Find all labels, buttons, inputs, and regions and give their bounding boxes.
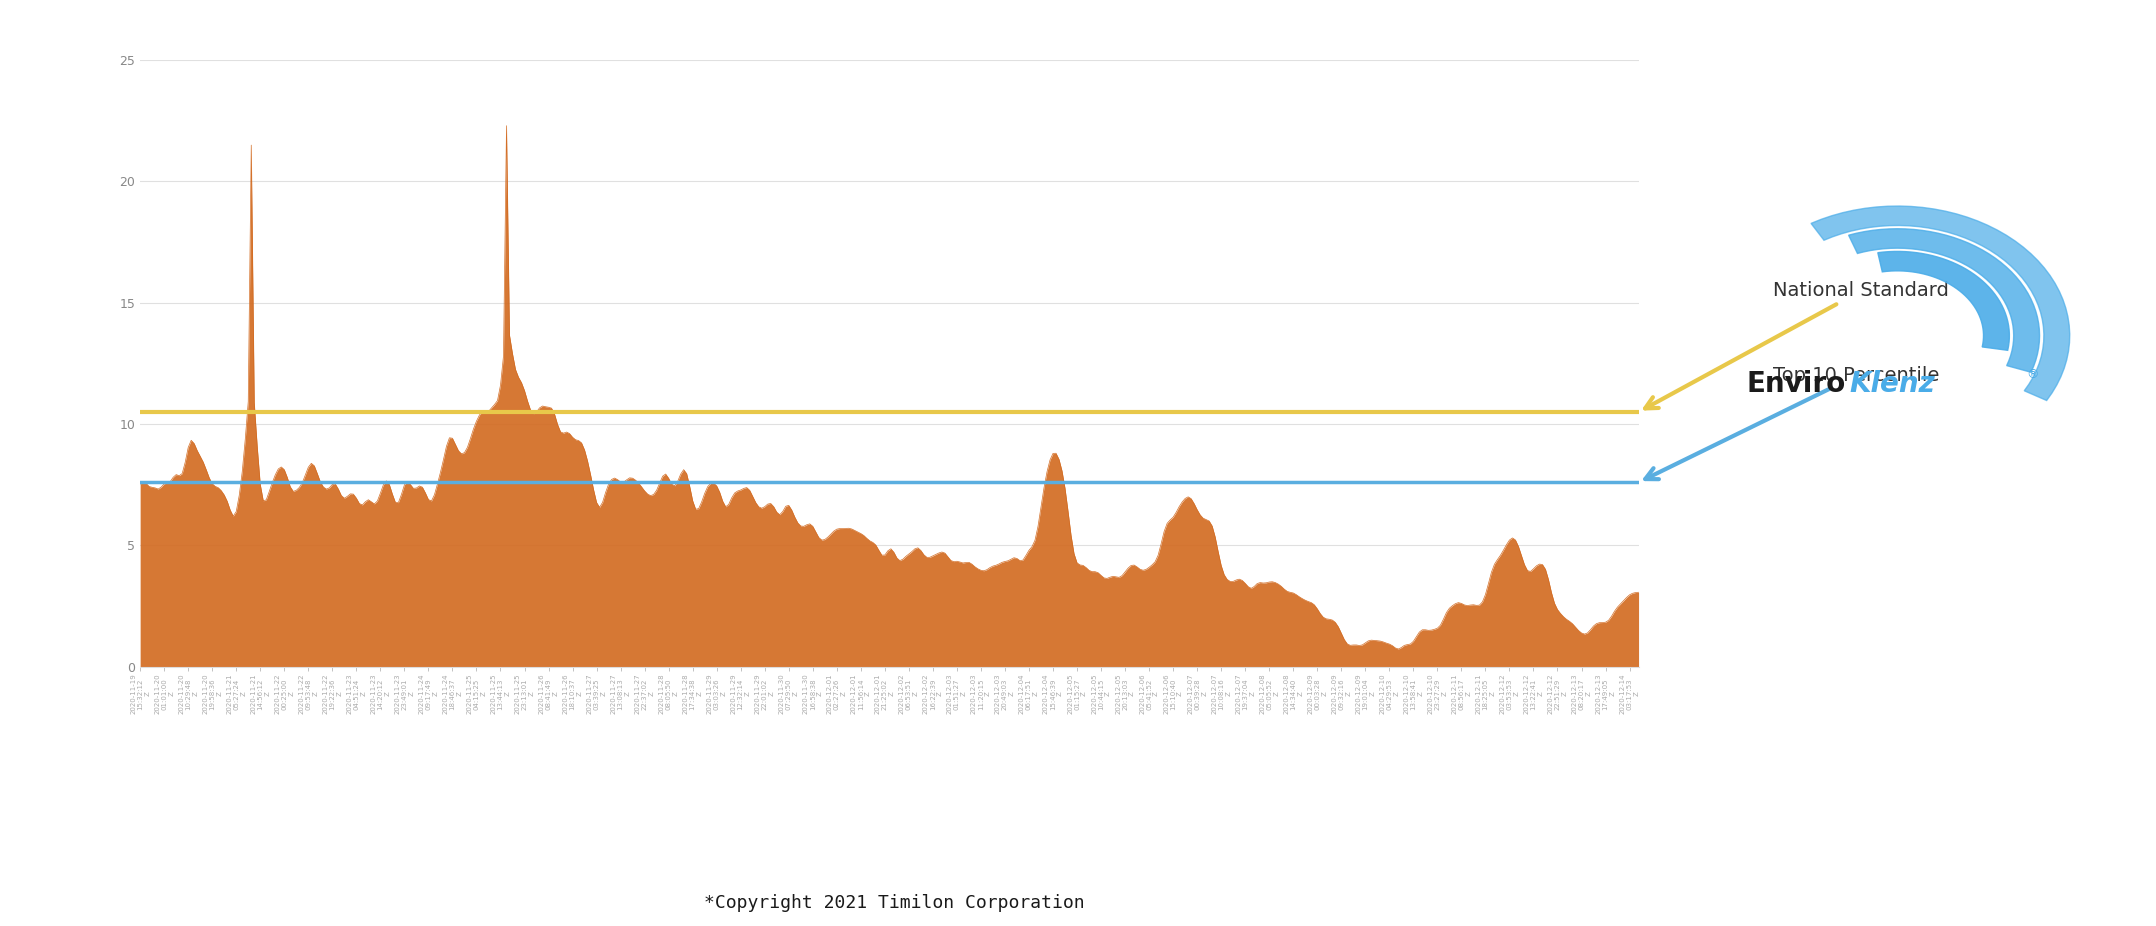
Text: National Standard: National Standard xyxy=(1645,282,1949,408)
Polygon shape xyxy=(1878,252,2009,350)
Text: Klenz: Klenz xyxy=(1850,370,1936,398)
Polygon shape xyxy=(1811,206,2070,400)
Text: Enviro: Enviro xyxy=(1746,370,1846,398)
Polygon shape xyxy=(1848,229,2040,372)
Text: Top 10 Percentile: Top 10 Percentile xyxy=(1645,366,1940,479)
Text: *Copyright 2021 Timilon Corporation: *Copyright 2021 Timilon Corporation xyxy=(705,894,1084,912)
Text: ®: ® xyxy=(2027,369,2040,382)
